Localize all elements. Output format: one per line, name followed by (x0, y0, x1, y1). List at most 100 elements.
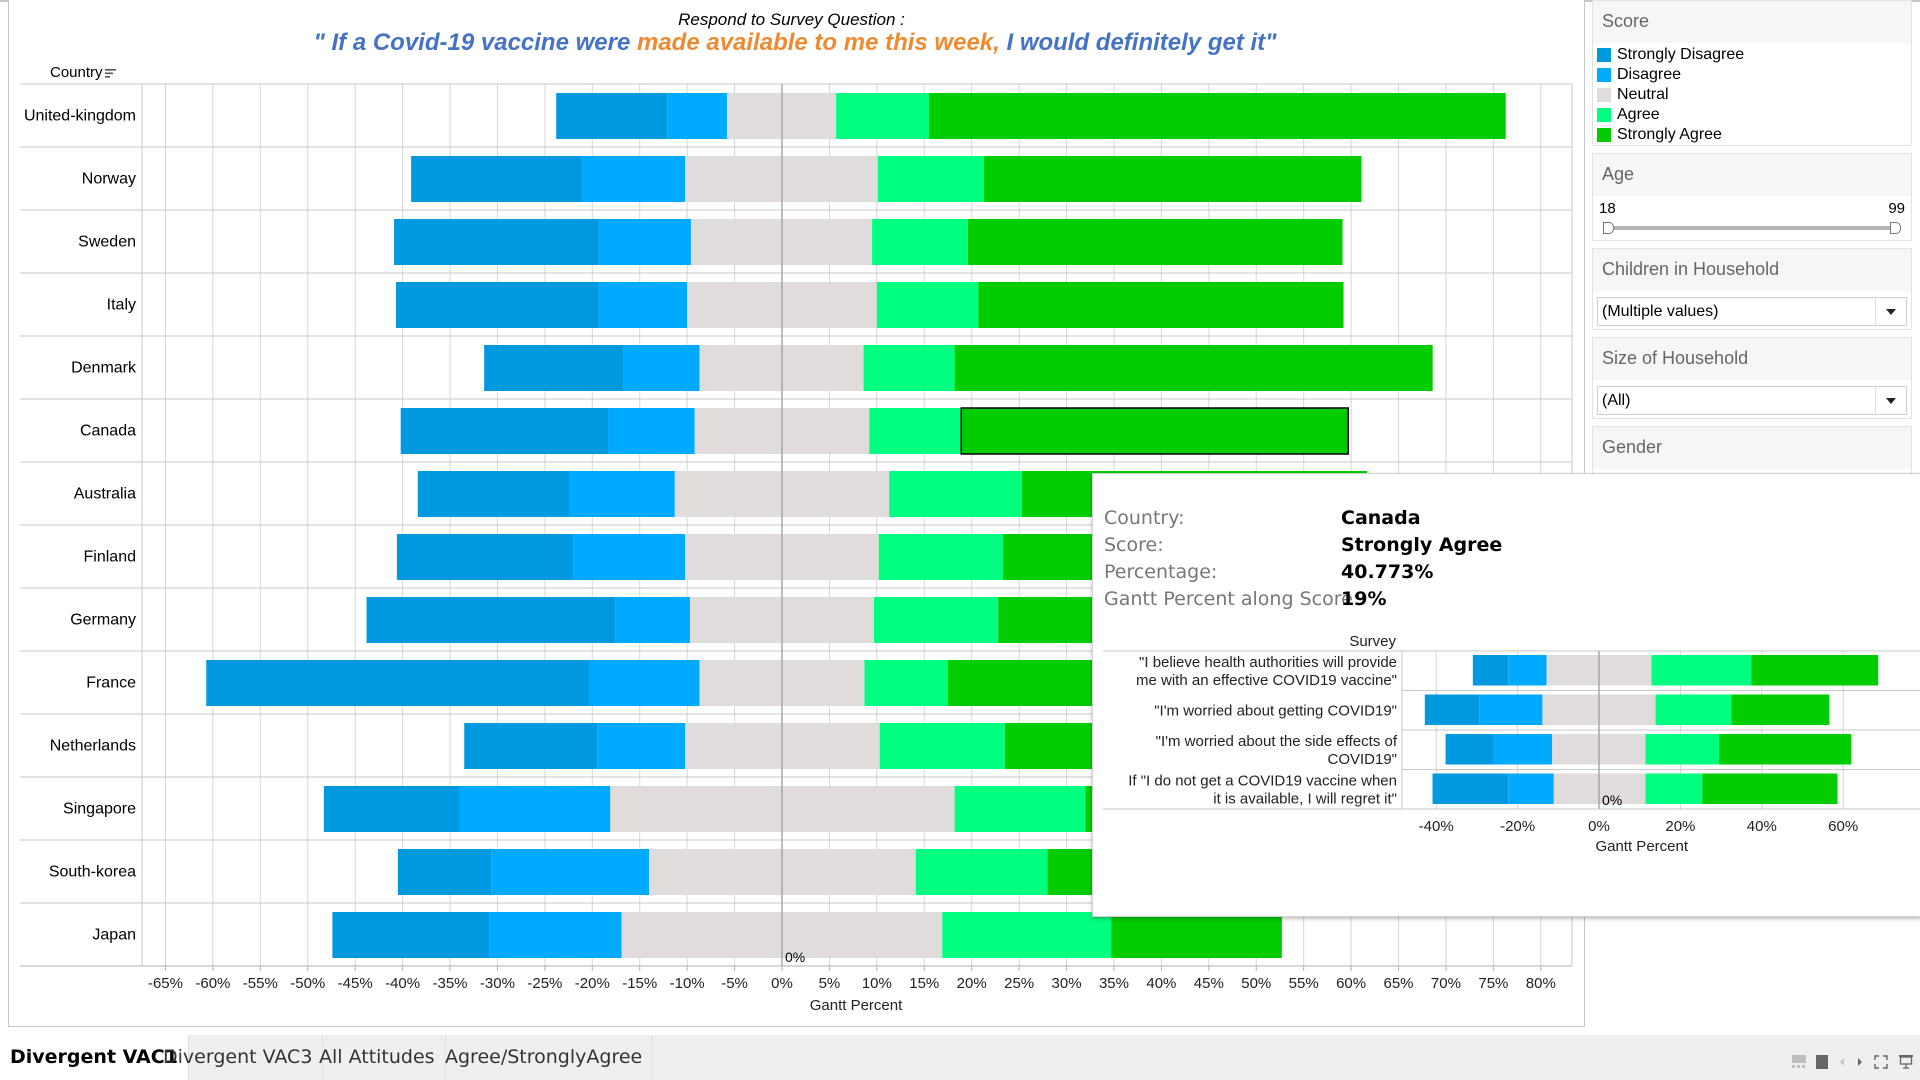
previous-icon[interactable] (1838, 1056, 1846, 1068)
sheet-tab-bar: Divergent VAC1 Divergent VAC3 All Attitu… (0, 1035, 1920, 1080)
bar-disagree[interactable] (491, 849, 650, 895)
bar-strongly-disagree[interactable] (366, 597, 616, 643)
x-tick-label: 80% (1526, 975, 1556, 992)
age-slider-min-handle[interactable] (1603, 222, 1614, 234)
bar-agree[interactable] (874, 597, 999, 643)
bar-strongly-agree[interactable] (960, 407, 1350, 455)
bar-disagree[interactable] (608, 408, 695, 454)
bar-strongly-agree[interactable] (1111, 912, 1282, 958)
single-view-icon[interactable] (1816, 1055, 1828, 1069)
survey-label: it is available, I will regret it" (1213, 790, 1397, 807)
chevron-down-icon[interactable] (1875, 387, 1906, 414)
presentation-icon[interactable] (1898, 1054, 1914, 1070)
bar-agree[interactable] (872, 219, 968, 265)
bar-strongly-agree[interactable] (929, 93, 1506, 139)
bar-strongly-disagree[interactable] (332, 912, 490, 958)
household-size-dropdown[interactable]: (All) (1597, 386, 1907, 415)
bar-disagree[interactable] (569, 471, 675, 517)
legend-item-strongly-disagree[interactable]: Strongly Disagree (1593, 45, 1911, 65)
bar-strongly-disagree[interactable] (556, 93, 668, 139)
view-controls (1792, 1054, 1914, 1070)
country-label[interactable]: Netherlands (50, 738, 136, 755)
bar-agree[interactable] (879, 723, 1005, 769)
bar-agree[interactable] (836, 93, 930, 139)
tab-divergent-vac3[interactable]: Divergent VAC3 (153, 1035, 324, 1080)
household-size-filter-title: Size of Household (1593, 338, 1911, 380)
country-label[interactable]: Italy (107, 297, 136, 314)
country-label[interactable]: Norway (82, 171, 136, 188)
legend-item-neutral[interactable]: Neutral (1593, 85, 1911, 105)
children-dropdown[interactable]: (Multiple values) (1597, 297, 1907, 326)
country-label[interactable]: Finland (84, 549, 136, 566)
bar-strongly-agree[interactable] (954, 345, 1433, 391)
bar-disagree[interactable] (597, 723, 686, 769)
age-slider-max-handle[interactable] (1890, 222, 1901, 234)
bar-strongly-disagree[interactable] (400, 408, 609, 454)
bar-strongly-agree[interactable] (978, 282, 1344, 328)
fullscreen-icon[interactable] (1874, 1055, 1888, 1069)
bar-strongly-disagree[interactable] (411, 156, 582, 202)
legend-item-strongly-agree[interactable]: Strongly Agree (1593, 125, 1911, 145)
bar-agree[interactable] (889, 471, 1022, 517)
x-tick-label: 15% (909, 975, 939, 992)
tooltip-bar-strongly-agree (1751, 655, 1879, 686)
bar-disagree[interactable] (489, 912, 622, 958)
tab-all-attitudes[interactable]: All Attitudes (309, 1035, 446, 1080)
country-label[interactable]: South-korea (49, 864, 136, 881)
bar-disagree[interactable] (615, 597, 690, 643)
country-column-header[interactable]: Country (50, 64, 117, 81)
bar-agree[interactable] (878, 534, 1004, 580)
tooltip-bar-agree (1651, 655, 1752, 686)
bar-disagree[interactable] (598, 219, 691, 265)
country-label[interactable]: Canada (80, 423, 136, 440)
tab-agree-stronglyagree[interactable]: Agree/StronglyAgree (435, 1035, 654, 1080)
bar-strongly-disagree[interactable] (396, 534, 574, 580)
bar-agree[interactable] (869, 408, 962, 454)
bar-strongly-disagree[interactable] (394, 219, 599, 265)
country-label[interactable]: Sweden (78, 234, 136, 251)
bar-agree[interactable] (954, 786, 1086, 832)
bar-strongly-disagree[interactable] (417, 471, 570, 517)
legend-item-disagree[interactable]: Disagree (1593, 65, 1911, 85)
bar-disagree[interactable] (581, 156, 686, 202)
bar-agree[interactable] (915, 849, 1048, 895)
next-icon[interactable] (1856, 1056, 1864, 1068)
bar-agree[interactable] (863, 345, 955, 391)
bar-strongly-disagree[interactable] (464, 723, 598, 769)
bar-strongly-disagree[interactable] (323, 786, 460, 832)
bar-disagree[interactable] (573, 534, 686, 580)
bar-disagree[interactable] (623, 345, 700, 391)
bar-strongly-agree[interactable] (984, 156, 1362, 202)
country-label[interactable]: France (86, 675, 136, 692)
bar-strongly-agree[interactable] (967, 219, 1343, 265)
legend-item-agree[interactable]: Agree (1593, 105, 1911, 125)
country-label[interactable]: Australia (74, 486, 136, 503)
tab-view-icon[interactable] (1792, 1055, 1806, 1069)
bar-disagree[interactable] (598, 282, 688, 328)
bar-agree[interactable] (864, 660, 948, 706)
sort-icon[interactable] (104, 68, 117, 78)
score-legend: Score Strongly Disagree Disagree Neutral Ag… (1592, 0, 1912, 146)
country-label[interactable]: Japan (92, 927, 136, 944)
country-label[interactable]: Singapore (63, 801, 136, 818)
bar-disagree[interactable] (589, 660, 700, 706)
country-label[interactable]: Denmark (71, 360, 137, 377)
age-range-slider[interactable] (1603, 219, 1901, 235)
bar-strongly-disagree[interactable] (206, 660, 590, 706)
bar-strongly-disagree[interactable] (397, 849, 492, 895)
bar-agree[interactable] (877, 156, 985, 202)
bar-strongly-disagree[interactable] (395, 282, 599, 328)
bar-disagree[interactable] (459, 786, 611, 832)
children-dropdown-value: (Multiple values) (1602, 303, 1719, 320)
country-label[interactable]: Germany (70, 612, 136, 629)
tooltip-bar-strongly-agree (1702, 773, 1838, 804)
tooltip-label-country: Country: (1104, 507, 1185, 529)
bar-agree[interactable] (876, 282, 979, 328)
bar-strongly-disagree[interactable] (484, 345, 624, 391)
country-label[interactable]: United-kingdom (24, 108, 136, 125)
bar-agree[interactable] (942, 912, 1112, 958)
bar-disagree[interactable] (667, 93, 727, 139)
tab-divergent-vac1[interactable]: Divergent VAC1 (0, 1035, 189, 1080)
legend-label: Strongly Disagree (1617, 46, 1745, 63)
chevron-down-icon[interactable] (1875, 298, 1906, 325)
